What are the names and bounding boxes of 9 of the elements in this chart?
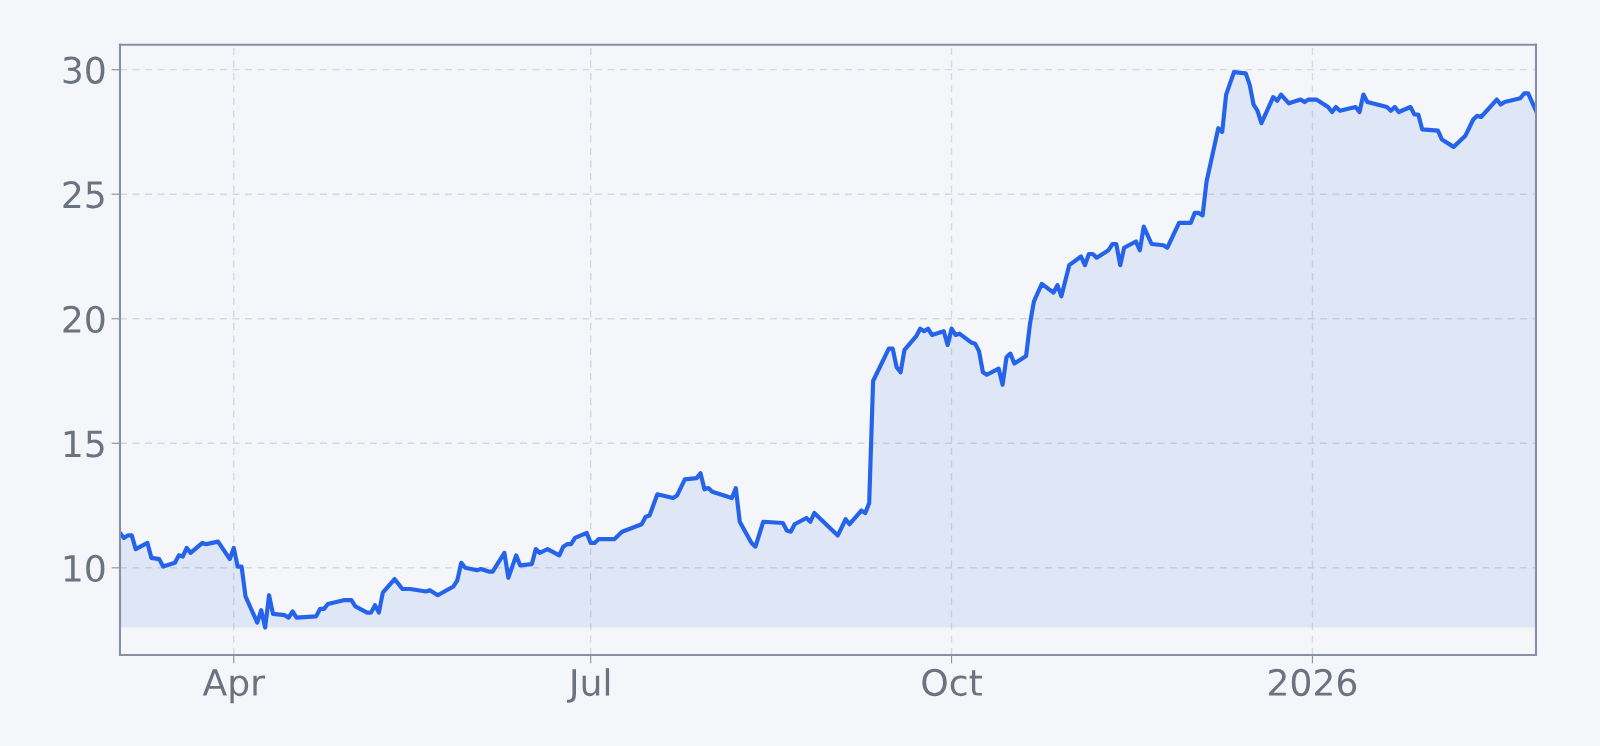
y-tick-label: 20 <box>63 305 105 333</box>
x-tick-label: Apr <box>202 669 265 704</box>
x-tick-label: Jul <box>567 668 610 703</box>
y-tick-label: 15 <box>64 430 104 458</box>
y-tick-label: 30 <box>63 56 105 84</box>
x-tick-label: 2026 <box>1269 668 1357 697</box>
x-tick-label: Oct <box>922 668 982 697</box>
y-tick-label: 25 <box>63 181 104 209</box>
y-tick-label: 10 <box>64 554 105 583</box>
